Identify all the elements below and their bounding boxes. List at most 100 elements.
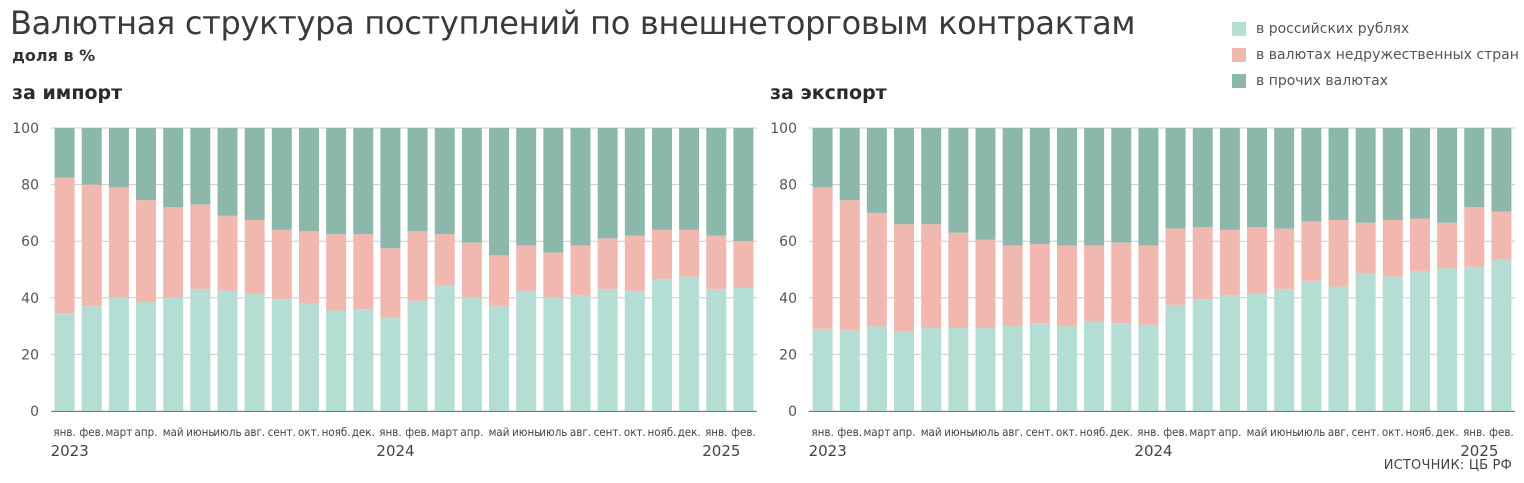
export-bar-other: [839, 128, 860, 201]
import-month-label: дек.: [352, 425, 375, 439]
legend-swatch-rub: [1232, 22, 1246, 36]
import-bar-other: [706, 128, 727, 236]
export-month-label: июнь: [944, 425, 972, 439]
export-month-label: фев.: [837, 425, 862, 439]
export-month-label: май: [921, 425, 942, 439]
export-bar-other: [1084, 128, 1105, 246]
import-bar-other: [434, 128, 455, 235]
export-bar-other: [1247, 128, 1268, 228]
import-bar-rub: [190, 289, 211, 411]
import-month-label: фев.: [79, 425, 104, 439]
import-bar-rub: [407, 300, 428, 411]
export-bar-rub: [921, 327, 942, 411]
export-bar-rub: [1056, 326, 1077, 411]
import-bar-unfriendly: [543, 252, 564, 298]
export-bar-other: [1029, 128, 1050, 245]
export-bar-unfriendly: [894, 224, 915, 332]
export-bar-unfriendly: [1056, 245, 1077, 327]
export-bar-unfriendly: [1355, 222, 1376, 274]
export-bar-rub: [1301, 280, 1322, 411]
export-bar-rub: [866, 326, 887, 411]
export-month-label: июль: [971, 425, 999, 439]
export-bar-rub: [1111, 323, 1132, 411]
import-ytick-label: 0: [30, 404, 39, 420]
import-bar-other: [190, 128, 211, 205]
export-bar-unfriendly: [1192, 227, 1213, 300]
export-bar-other: [1192, 128, 1213, 228]
export-bar-unfriendly: [1111, 242, 1132, 324]
export-bar-rub: [1409, 270, 1430, 411]
import-bar-rub: [516, 290, 537, 411]
export-bar-unfriendly: [1409, 218, 1430, 271]
export-bar-unfriendly: [975, 239, 996, 328]
import-bar-unfriendly: [54, 177, 75, 314]
export-bar-unfriendly: [866, 212, 887, 327]
export-bar-unfriendly: [1328, 219, 1349, 287]
import-bar-rub: [353, 309, 374, 411]
import-year-label: 2024: [376, 442, 414, 460]
import-month-label: янв.: [379, 425, 401, 439]
import-bar-other: [271, 128, 292, 230]
export-year-label: 2025: [1460, 442, 1498, 460]
export-bar-other: [1491, 128, 1512, 212]
import-bar-rub: [543, 297, 564, 411]
export-bar-other: [1409, 128, 1430, 219]
export-bar-unfriendly: [1165, 228, 1186, 305]
import-bar-other: [136, 128, 157, 201]
export-month-label: окт.: [1056, 425, 1078, 439]
import-bar-unfriendly: [706, 235, 727, 290]
export-bar-unfriendly: [1301, 221, 1322, 281]
import-bar-other: [380, 128, 401, 249]
export-bar-other: [1382, 128, 1403, 220]
import-month-label: сент.: [594, 425, 622, 439]
export-bar-unfriendly: [1274, 228, 1295, 290]
import-bar-other: [624, 128, 645, 236]
import-month-label: июнь: [512, 425, 540, 439]
import-month-label: июнь: [186, 425, 214, 439]
import-bar-rub: [706, 289, 727, 411]
export-month-label: янв.: [1137, 425, 1159, 439]
import-bar-rub: [489, 306, 510, 411]
import-bar-other: [108, 128, 129, 188]
export-month-label: апр.: [1218, 425, 1241, 439]
chart-title: Валютная структура поступлений по внешне…: [10, 4, 1136, 42]
export-bar-unfriendly: [1491, 211, 1512, 260]
export-month-label: янв.: [811, 425, 833, 439]
import-bar-unfriendly: [163, 207, 184, 298]
export-month-label: фев.: [1163, 425, 1188, 439]
export-bar-rub: [1165, 304, 1186, 411]
import-bar-unfriendly: [679, 229, 700, 277]
legend-swatch-unfriendly: [1232, 48, 1246, 62]
export-ytick-label: 0: [788, 404, 797, 420]
import-bar-unfriendly: [570, 245, 591, 295]
import-bar-other: [461, 128, 482, 243]
export-bar-other: [812, 128, 833, 188]
import-bar-other: [244, 128, 265, 220]
import-bar-rub: [108, 297, 129, 411]
export-month-label: окт.: [1382, 425, 1404, 439]
chart-subtitle: доля в %: [12, 46, 96, 65]
export-bar-rub: [1029, 323, 1050, 411]
export-month-label: дек.: [1110, 425, 1133, 439]
import-ytick-label: 80: [21, 178, 39, 194]
import-month-label: нояб.: [647, 425, 676, 439]
import-bar-unfriendly: [380, 248, 401, 318]
export-bar-unfriendly: [1084, 245, 1105, 322]
export-bar-other: [1165, 128, 1186, 229]
export-bar-rub: [1464, 266, 1485, 411]
import-bar-rub: [624, 290, 645, 411]
export-bar-unfriendly: [1247, 227, 1268, 294]
import-bar-other: [733, 128, 754, 242]
export-bar-rub: [1084, 321, 1105, 411]
export-month-label: фев.: [1489, 425, 1514, 439]
import-month-label: дек.: [678, 425, 701, 439]
import-bar-unfriendly: [271, 229, 292, 300]
import-bar-rub: [136, 302, 157, 411]
export-bar-other: [975, 128, 996, 240]
export-bar-other: [866, 128, 887, 213]
export-bar-unfriendly: [1002, 245, 1023, 327]
import-bar-other: [81, 128, 102, 185]
import-month-label: май: [163, 425, 184, 439]
legend-item-other: в прочих валютах: [1232, 68, 1519, 94]
